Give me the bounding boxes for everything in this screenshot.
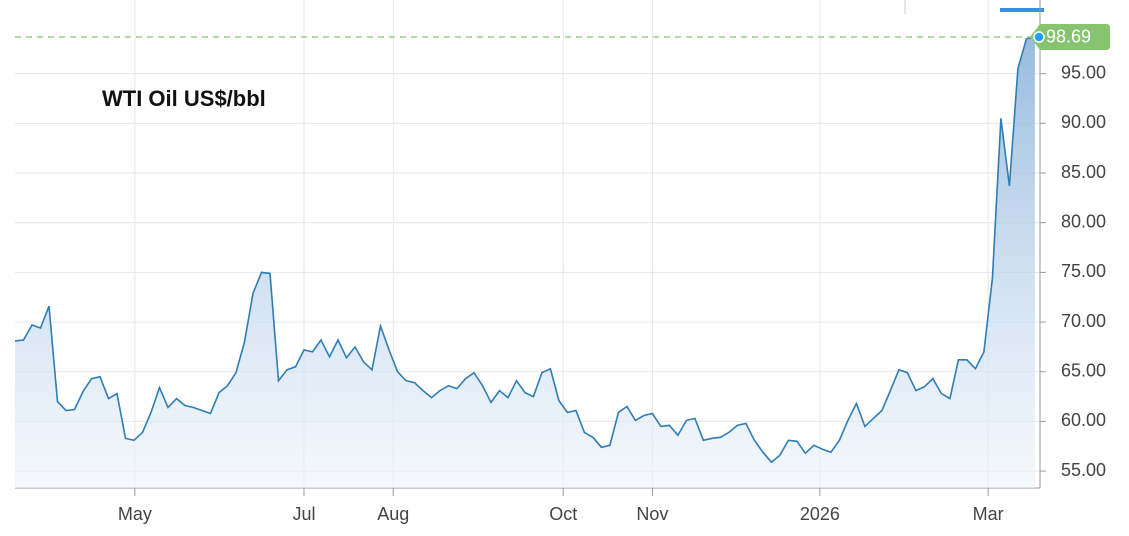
y-tick-label: 60.00 xyxy=(1061,410,1106,430)
series-line xyxy=(14,36,1036,464)
x-tick-label: 2026 xyxy=(800,504,840,524)
x-tick-label: Oct xyxy=(549,504,577,524)
area-fill xyxy=(15,37,1035,488)
x-tick-label: May xyxy=(118,504,152,524)
last-point xyxy=(1033,31,1045,43)
y-tick-label: 80.00 xyxy=(1061,211,1106,231)
x-tick-label: Aug xyxy=(377,504,409,524)
y-tick-label: 70.00 xyxy=(1061,311,1106,331)
y-tick-label: 55.00 xyxy=(1061,460,1106,480)
x-tick-label: Mar xyxy=(973,504,1004,524)
plot: 55.00 60.00 65.00 70.00 75.00 80.00 85.00 90.00… xyxy=(14,0,1110,524)
y-tick-label: 95.00 xyxy=(1061,62,1106,82)
y-tick-label: 90.00 xyxy=(1061,112,1106,132)
tab-indicator xyxy=(1000,8,1044,12)
chart-title: WTI Oil US$/bbl xyxy=(102,86,266,111)
last-value-label: 98.69 xyxy=(1046,27,1091,47)
last-value-badge xyxy=(1030,23,1110,50)
x-tick-label: Nov xyxy=(636,504,668,524)
y-tick-label: 75.00 xyxy=(1061,261,1106,281)
y-tick-label: 65.00 xyxy=(1061,360,1106,380)
y-tick-label: 85.00 xyxy=(1061,162,1106,182)
x-tick-label: Jul xyxy=(292,504,315,524)
